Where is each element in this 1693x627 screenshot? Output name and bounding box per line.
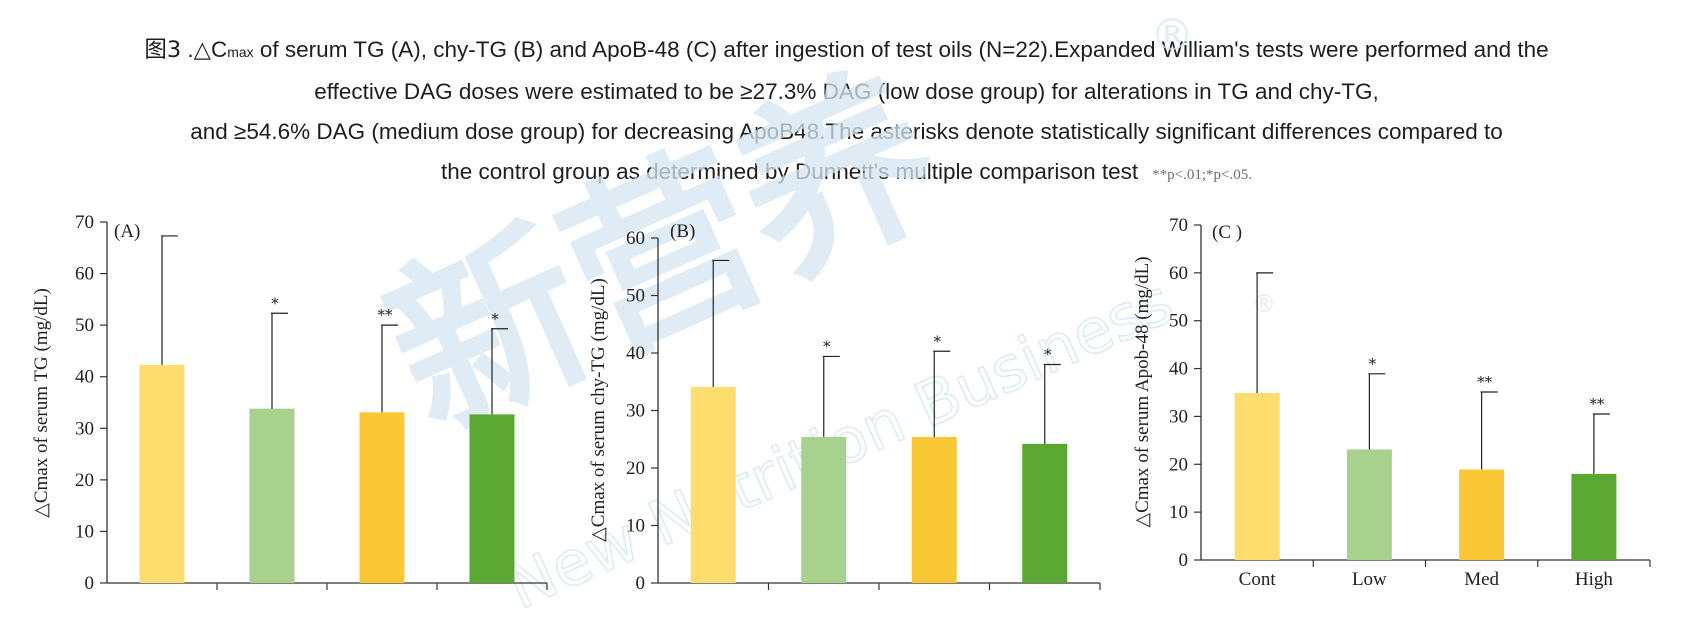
significance-marker: ** bbox=[378, 306, 394, 324]
bar-low bbox=[801, 436, 847, 583]
y-tick-label: 60 bbox=[626, 228, 645, 249]
x-tick-label: High bbox=[1575, 569, 1614, 590]
figure-label: 图3 bbox=[144, 37, 182, 63]
significance-marker: * bbox=[934, 332, 942, 350]
bar-low bbox=[1346, 449, 1392, 560]
caption-subscript: max bbox=[227, 44, 254, 60]
x-tick-label: Low bbox=[1352, 569, 1387, 590]
bar-high bbox=[1022, 443, 1068, 583]
significance-marker: * bbox=[491, 310, 499, 328]
y-tick-label: 20 bbox=[75, 470, 94, 491]
significance-marker: * bbox=[1044, 346, 1052, 364]
significance-marker: * bbox=[823, 337, 831, 355]
significance-marker: * bbox=[271, 294, 279, 312]
panel-label: (B) bbox=[670, 221, 695, 242]
caption-line-4: the control group as determined by Dunne… bbox=[0, 152, 1693, 195]
y-tick-label: 10 bbox=[1169, 502, 1188, 523]
y-tick-label: 60 bbox=[75, 264, 94, 285]
x-tick-label: Med bbox=[1464, 569, 1499, 590]
y-tick-label: 20 bbox=[1169, 454, 1188, 475]
y-tick-label: 0 bbox=[1179, 550, 1189, 571]
y-tick-label: 30 bbox=[626, 401, 645, 422]
significance-marker: * bbox=[1369, 355, 1377, 373]
y-tick-label: 40 bbox=[1169, 359, 1188, 380]
bar-low bbox=[249, 408, 295, 583]
y-tick-label: 40 bbox=[626, 343, 645, 364]
caption-line-2: effective DAG doses were estimated to be… bbox=[314, 79, 1379, 104]
y-tick-label: 70 bbox=[1169, 215, 1188, 236]
y-tick-label: 50 bbox=[626, 286, 645, 307]
y-tick-label: 50 bbox=[75, 315, 94, 336]
bar-med bbox=[359, 412, 405, 583]
caption-text-part1: .△C bbox=[181, 37, 228, 62]
y-tick-label: 40 bbox=[75, 367, 94, 388]
y-tick-label: 30 bbox=[75, 418, 94, 439]
bar-cont bbox=[690, 386, 736, 583]
y-tick-label: 10 bbox=[626, 516, 645, 537]
significance-marker: ** bbox=[1589, 395, 1605, 413]
caption-line-4-text: the control group as determined by Dunne… bbox=[440, 159, 1139, 184]
y-tick-label: 10 bbox=[75, 521, 94, 542]
y-tick-label: 50 bbox=[1169, 311, 1188, 332]
bar-cont bbox=[1234, 392, 1280, 560]
y-tick-label: 30 bbox=[1169, 406, 1188, 427]
panel-label: (A) bbox=[114, 221, 140, 242]
bar-high bbox=[469, 414, 515, 583]
bar-high bbox=[1571, 473, 1617, 560]
y-axis-label: △Cmax of serum TG (mg/dL) bbox=[31, 288, 52, 518]
caption-text-part2: of serum TG (A), chy-TG (B) and ApoB-48 … bbox=[253, 37, 1549, 62]
y-tick-label: 0 bbox=[85, 573, 95, 594]
y-tick-label: 70 bbox=[75, 212, 94, 233]
bar-med bbox=[911, 436, 957, 583]
significance-note: **p<.01;*p<.05. bbox=[1152, 167, 1252, 183]
y-axis-label: △Cmax of serum Apob-48 (mg/dL) bbox=[1132, 256, 1153, 527]
chart-panel-a: 0 10 20 30 40 50 60 70 △Cmax of serum TG (mg/dL)… bbox=[31, 212, 548, 594]
panel-label: (C ) bbox=[1212, 222, 1242, 243]
bar-cont bbox=[139, 364, 185, 583]
y-tick-label: 20 bbox=[626, 458, 645, 479]
figure-caption: 图3 .△Cmax of serum TG (A), chy-TG (B) an… bbox=[0, 30, 1693, 195]
y-tick-label: 60 bbox=[1169, 263, 1188, 284]
y-axis-label: △Cmax of serum chy-TG (mg/dL) bbox=[588, 278, 609, 542]
caption-line-3: and ≥54.6% DAG (medium dose group) for d… bbox=[190, 119, 1503, 144]
bar-med bbox=[1459, 469, 1505, 560]
chart-panel-c: 0 10 20 30 40 50 60 70 △Cmax of serum Apob-48 (m… bbox=[1132, 215, 1651, 590]
caption-line-1: 图3 .△Cmax of serum TG (A), chy-TG (B) an… bbox=[0, 30, 1693, 72]
significance-marker: ** bbox=[1477, 373, 1493, 391]
chart-panel-b: 0 10 20 30 40 50 60 △Cmax of serum chy-TG (mg/d… bbox=[588, 221, 1101, 594]
y-tick-label: 0 bbox=[636, 573, 646, 594]
x-tick-label: Cont bbox=[1239, 569, 1277, 590]
